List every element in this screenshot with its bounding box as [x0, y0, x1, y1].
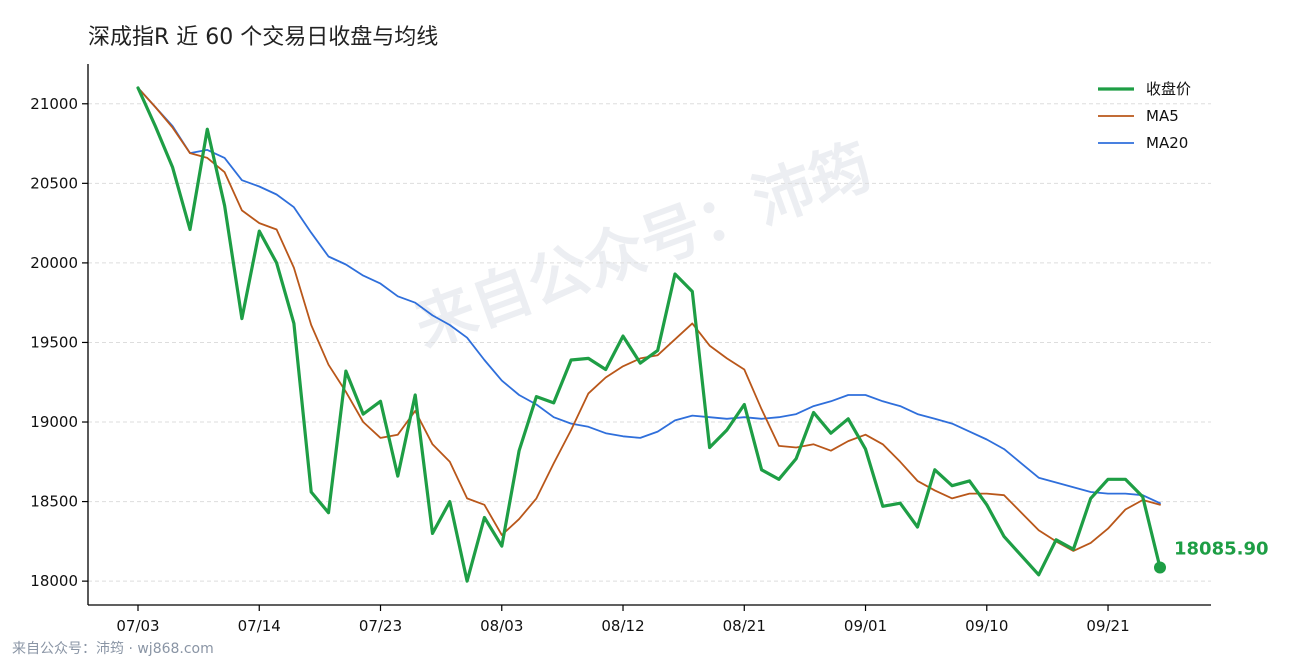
grid-layer — [88, 103, 1211, 582]
y-tick-label: 19000 — [30, 413, 78, 431]
end-point-marker — [1154, 561, 1166, 574]
x-tick-label: 07/23 — [359, 617, 402, 635]
end-marker-group: 18085.90 — [1154, 538, 1269, 574]
y-tick-label: 19500 — [30, 333, 78, 351]
x-tick-label: 09/01 — [844, 617, 887, 635]
y-tick-label: 18000 — [30, 572, 78, 590]
y-tick-label: 20000 — [30, 254, 78, 272]
end-value-label: 18085.90 — [1174, 538, 1269, 559]
series-layer — [136, 86, 1162, 583]
y-tick-label: 21000 — [30, 95, 78, 113]
ticks-layer: 18000 18500 19000 19500 20000 20500 21000 07/03… — [30, 95, 1129, 635]
legend-label: MA20 — [1146, 134, 1188, 152]
series-line-ma20 — [137, 87, 1161, 505]
legend: 收盘价 MA5 MA20 — [1098, 80, 1191, 152]
x-tick-label: 09/21 — [1086, 617, 1129, 635]
series-line-close — [136, 86, 1162, 583]
x-tick-label: 08/12 — [601, 617, 644, 635]
chart-title: 深成指R 近 60 个交易日收盘与均线 — [88, 25, 438, 50]
y-tick-label: 18500 — [30, 493, 78, 511]
legend-label: MA5 — [1146, 107, 1179, 125]
axes-layer — [87, 64, 1211, 606]
legend-label: 收盘价 — [1146, 80, 1191, 98]
x-tick-label: 07/14 — [238, 617, 281, 635]
footer-credit: 来自公众号：沛筠 · wj868.com — [12, 640, 214, 657]
watermark: 来自公众号：沛筠 — [406, 131, 881, 361]
x-tick-label: 09/10 — [965, 617, 1008, 635]
x-tick-label: 08/03 — [480, 617, 523, 635]
y-tick-label: 20500 — [30, 174, 78, 192]
x-tick-label: 08/21 — [723, 617, 766, 635]
x-tick-label: 07/03 — [116, 617, 159, 635]
